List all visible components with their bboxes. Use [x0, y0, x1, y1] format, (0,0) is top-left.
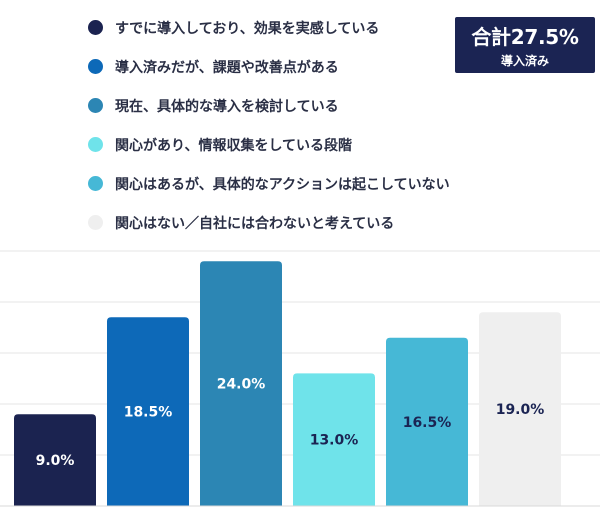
- bar-value-label: 9.0%: [36, 453, 75, 469]
- bar: [479, 312, 561, 506]
- legend-swatch: [88, 59, 103, 74]
- legend-item: 関心はない／自社には合わないと考えている: [88, 203, 450, 242]
- bar-value-label: 13.0%: [310, 433, 359, 449]
- bar: [107, 317, 189, 506]
- bar-value-label: 16.5%: [403, 415, 452, 431]
- bar: [200, 261, 282, 506]
- legend-label: 関心があり、情報収集をしている段階: [115, 137, 353, 154]
- legend-swatch: [88, 215, 103, 230]
- legend-swatch: [88, 20, 103, 35]
- bar-group: 19.0%: [479, 312, 561, 506]
- legend-item: 導入済みだが、課題や改善点がある: [88, 47, 450, 86]
- bar-value-label: 18.5%: [124, 405, 173, 421]
- legend-label: 現在、具体的な導入を検討している: [115, 98, 339, 115]
- bar: [293, 373, 375, 506]
- legend-item: 現在、具体的な導入を検討している: [88, 86, 450, 125]
- total-label: 導入済み: [500, 54, 549, 68]
- legend-item: 関心があり、情報収集をしている段階: [88, 125, 450, 164]
- bar-group: 18.5%: [107, 317, 189, 506]
- bar-group: 9.0%: [14, 414, 96, 506]
- bar: [386, 337, 468, 506]
- legend: すでに導入しており、効果を実感している 導入済みだが、課題や改善点がある 現在、…: [88, 8, 450, 242]
- legend-swatch: [88, 137, 103, 152]
- bar: [14, 414, 96, 506]
- legend-swatch: [88, 176, 103, 191]
- bar-group: 16.5%: [386, 337, 468, 506]
- legend-label: 導入済みだが、課題や改善点がある: [115, 59, 339, 76]
- legend-label: すでに導入しており、効果を実感している: [115, 20, 380, 37]
- legend-label: 関心はない／自社には合わないと考えている: [115, 215, 395, 232]
- total-badge: 合計27.5% 導入済み: [455, 17, 595, 73]
- legend-label: 関心はあるが、具体的なアクションは起こしていない: [115, 176, 450, 193]
- legend-swatch: [88, 98, 103, 113]
- bar-value-label: 24.0%: [217, 377, 266, 393]
- total-value: 合計27.5%: [471, 25, 579, 49]
- bar-group: 13.0%: [293, 373, 375, 506]
- legend-item: すでに導入しており、効果を実感している: [88, 8, 450, 47]
- bar-group: 24.0%: [200, 261, 282, 506]
- bar-value-label: 19.0%: [496, 402, 545, 418]
- legend-item: 関心はあるが、具体的なアクションは起こしていない: [88, 164, 450, 203]
